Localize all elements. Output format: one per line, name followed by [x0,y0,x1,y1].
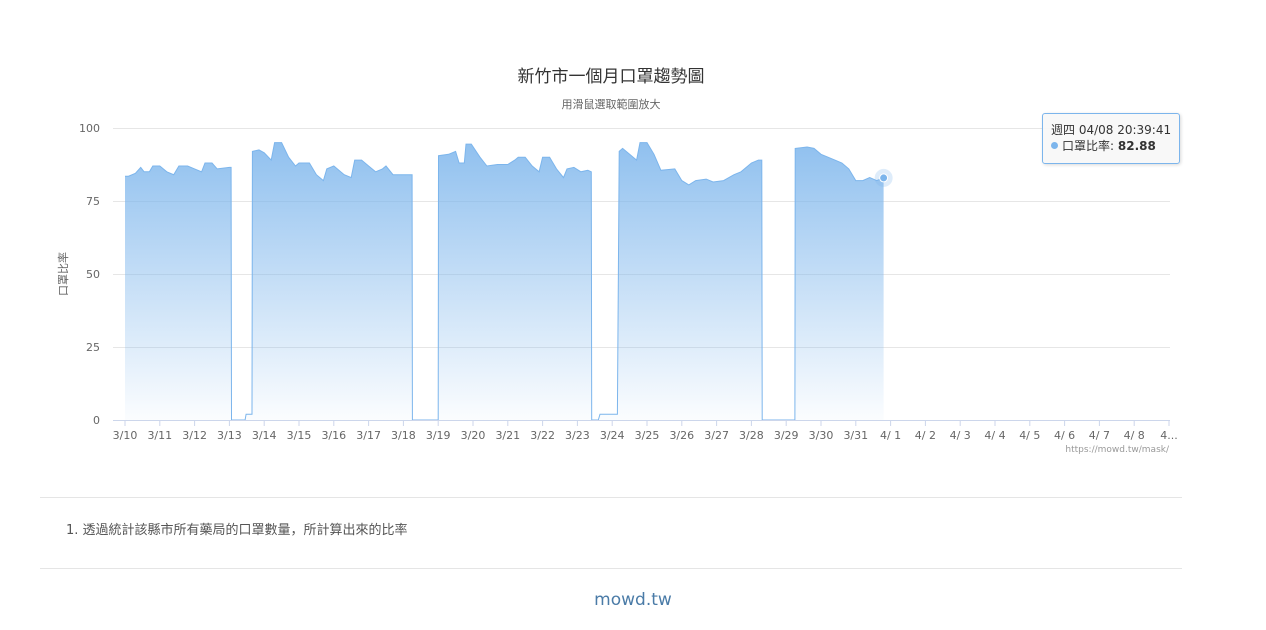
divider-bottom [40,568,1182,569]
x-tick-label: 4... [1160,429,1178,442]
chart-credits[interactable]: https://mowd.tw/mask/ [1065,445,1170,455]
x-tick-label: 4/ 5 [1019,429,1040,442]
y-axis-label: 口罩比率 [56,252,70,296]
x-tick-label: 3/11 [147,429,172,442]
tooltip-header: 週四 04/08 20:39:41 [1051,123,1172,137]
x-tick-label: 3/16 [321,429,346,442]
x-tick-label: 3/20 [461,429,486,442]
y-tick-label: 75 [86,195,100,208]
x-tick-label: 3/14 [252,429,277,442]
divider-top [40,497,1182,498]
x-tick-label: 3/19 [426,429,451,442]
series-dot-icon [1051,142,1058,149]
chart-tooltip: 週四 04/08 20:39:41 口罩比率: 82.88 [1042,113,1180,164]
y-tick-label: 100 [79,122,100,135]
x-tick-label: 4/ 1 [880,429,901,442]
x-tick-label: 3/12 [182,429,207,442]
x-tick-label: 3/31 [843,429,868,442]
x-tick-label: 3/18 [391,429,416,442]
series-line [125,142,884,421]
x-tick-label: 4/ 8 [1124,429,1145,442]
footer-site-link[interactable]: mowd.tw [594,590,672,610]
x-tick-label: 3/25 [635,429,660,442]
x-tick-label: 3/29 [774,429,799,442]
x-tick-label: 3/21 [495,429,520,442]
note-text: 1. 透過統計該縣市所有藥局的口罩數量，所計算出來的比率 [66,523,408,538]
x-tick-label: 3/10 [113,429,138,442]
chart-title: 新竹市一個月口罩趨勢圖 [518,67,705,87]
x-tick-label: 3/22 [530,429,555,442]
x-tick-label: 4/ 4 [984,429,1005,442]
x-axis-ticks: 3/10 3/11 3/12 3/13 3/14 3/15 3/16 3/17 3/18 3/19… [113,420,1178,442]
area-chart: 新竹市一個月口罩趨勢圖 用滑鼠選取範圍放大 0 25 50 75 100 口罩比率 3/… [56,67,1178,455]
series-area [125,142,884,420]
tooltip-value: 82.88 [1117,139,1156,153]
chart-subtitle: 用滑鼠選取範圍放大 [562,97,661,111]
x-tick-label: 3/27 [704,429,729,442]
y-tick-label: 50 [86,268,100,281]
x-tick-label: 3/15 [287,429,312,442]
x-tick-label: 4/ 2 [915,429,936,442]
x-tick-label: 3/23 [565,429,590,442]
y-axis-ticks: 0 25 50 75 100 [79,122,100,427]
hover-marker[interactable] [879,173,889,183]
x-tick-label: 3/17 [356,429,381,442]
x-tick-label: 3/30 [809,429,834,442]
y-tick-label: 0 [93,414,100,427]
x-tick-label: 3/26 [669,429,694,442]
x-tick-label: 3/13 [217,429,242,442]
x-tick-label: 4/ 7 [1089,429,1110,442]
tooltip-row: 口罩比率: 82.88 [1051,137,1156,154]
x-tick-label: 4/ 3 [950,429,971,442]
y-tick-label: 25 [86,341,100,354]
x-tick-label: 3/28 [739,429,764,442]
tooltip-series-label: 口罩比率 [1062,139,1111,153]
x-tick-label: 4/ 6 [1054,429,1075,442]
x-tick-label: 3/24 [600,429,625,442]
